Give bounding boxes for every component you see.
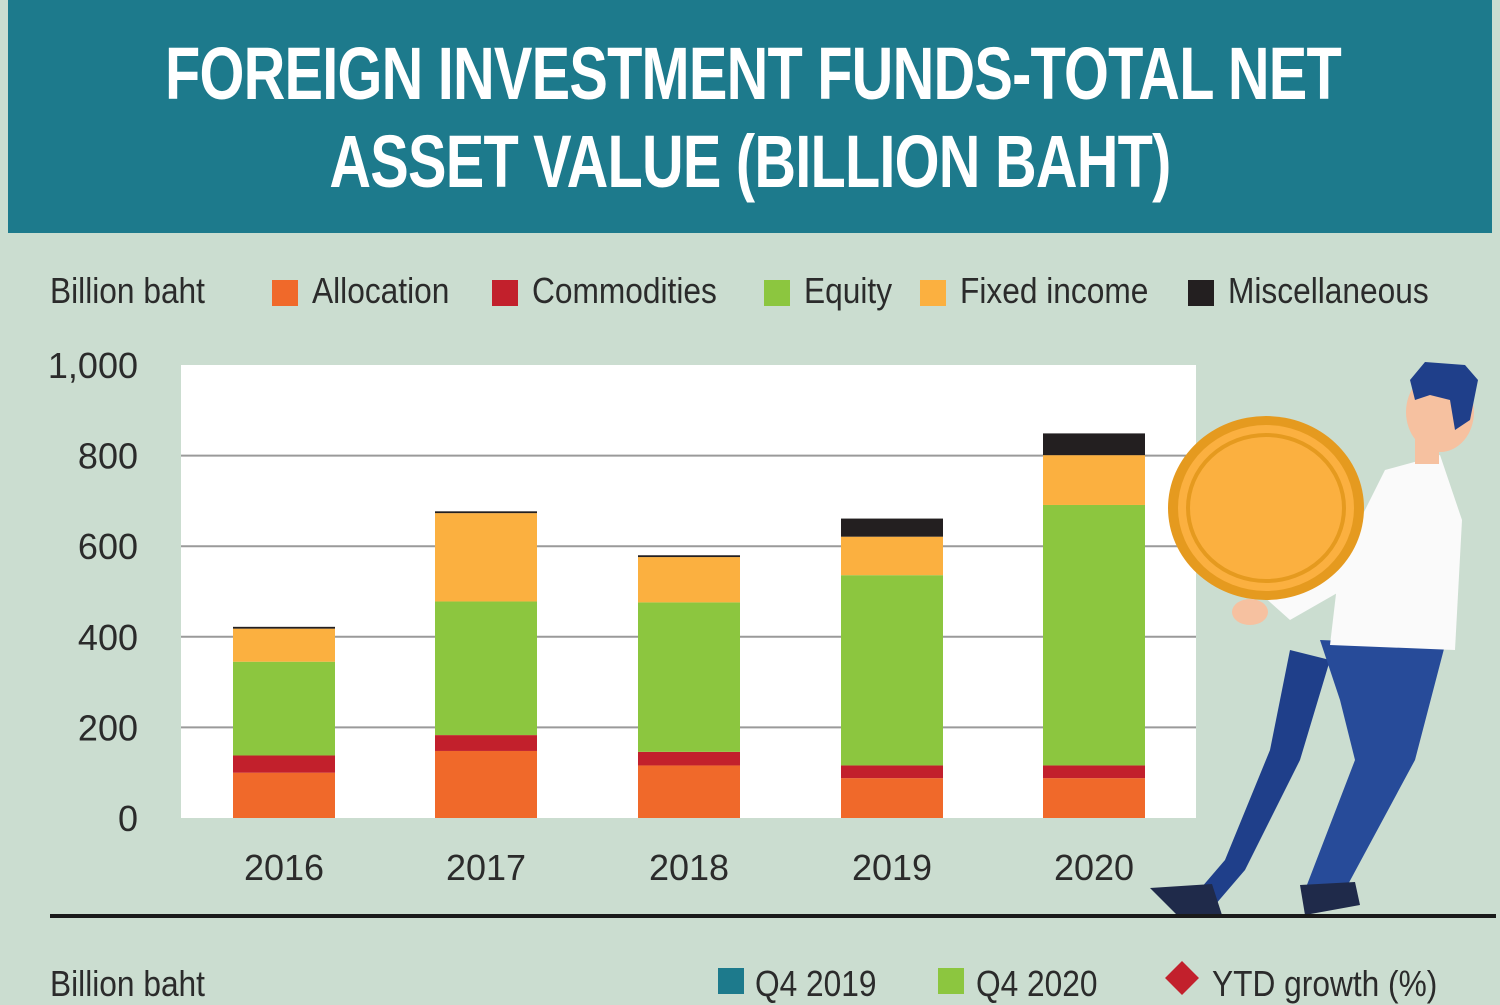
section-divider bbox=[50, 914, 1496, 918]
legend-swatch-allocation bbox=[272, 280, 298, 306]
legend-swatch-fixed-income bbox=[920, 280, 946, 306]
bar-segment-fixed-income-2016 bbox=[233, 628, 335, 662]
illustration-hand bbox=[1232, 599, 1268, 625]
bar-segment-equity-2019 bbox=[841, 575, 943, 766]
legend-label-q4-2019: Q4 2019 bbox=[755, 963, 877, 1004]
bar-segment-fixed-income-2019 bbox=[841, 536, 943, 576]
bar-segment-commodities-2017 bbox=[435, 735, 537, 751]
bar-segment-miscellaneous-2017 bbox=[435, 511, 537, 514]
bar-segment-equity-2016 bbox=[233, 661, 335, 756]
legend-swatch-q4-2020 bbox=[938, 968, 964, 994]
bar-segment-allocation-2020 bbox=[1043, 778, 1145, 818]
legend-marker-ytd-growth bbox=[1165, 961, 1199, 995]
bar-segment-allocation-2016 bbox=[233, 772, 335, 818]
bar-segment-commodities-2018 bbox=[638, 751, 740, 766]
bar-segment-fixed-income-2020 bbox=[1043, 455, 1145, 505]
illustration-front-shoe bbox=[1300, 882, 1360, 915]
bar-segment-commodities-2020 bbox=[1043, 765, 1145, 779]
bottom-panel-header: Billion baht Q4 2019 Q4 2020 YTD growth … bbox=[0, 955, 1500, 1004]
bar-segment-equity-2018 bbox=[638, 602, 740, 752]
title-banner bbox=[8, 0, 1492, 233]
y-unit-label: Billion baht bbox=[50, 270, 205, 311]
bar-segment-equity-2017 bbox=[435, 601, 537, 736]
legend-label-fixed-income: Fixed income bbox=[960, 270, 1149, 311]
bar-segment-commodities-2016 bbox=[233, 755, 335, 773]
bar-segment-fixed-income-2017 bbox=[435, 513, 537, 602]
bar-segment-miscellaneous-2016 bbox=[233, 626, 335, 629]
title-line-2: ASSET VALUE (BILLION BAHT) bbox=[329, 120, 1171, 203]
y-tick-label: 400 bbox=[78, 617, 138, 658]
bar-segment-fixed-income-2018 bbox=[638, 557, 740, 603]
bar-segment-miscellaneous-2019 bbox=[841, 518, 943, 537]
bottom-unit-label: Billion baht bbox=[50, 963, 205, 1004]
illustration-arm bbox=[1262, 520, 1430, 620]
x-tick-label: 2019 bbox=[852, 847, 932, 888]
legend-label-miscellaneous: Miscellaneous bbox=[1228, 270, 1429, 311]
legend-swatch-equity bbox=[764, 280, 790, 306]
legend-label-q4-2020: Q4 2020 bbox=[976, 963, 1098, 1004]
x-axis-ticks: 2016 2017 2018 2019 2020 bbox=[244, 847, 1134, 888]
y-tick-label: 200 bbox=[78, 707, 138, 748]
bar-segment-allocation-2018 bbox=[638, 765, 740, 818]
legend-swatch-q4-2019 bbox=[718, 968, 744, 994]
illustration-back-leg bbox=[1195, 650, 1330, 905]
legend-label-allocation: Allocation bbox=[312, 270, 450, 311]
chart-title: FOREIGN INVESTMENT FUNDS-TOTAL NET ASSET… bbox=[165, 30, 1342, 206]
bar-stacks bbox=[233, 433, 1145, 818]
x-tick-label: 2018 bbox=[649, 847, 729, 888]
illustration-coin bbox=[1178, 425, 1354, 591]
bar-segment-allocation-2019 bbox=[841, 778, 943, 818]
bar-segment-allocation-2017 bbox=[435, 750, 537, 818]
legend-swatch-miscellaneous bbox=[1188, 280, 1214, 306]
y-axis-ticks: 0 200 400 600 800 1,000 bbox=[48, 345, 138, 839]
illustration-front-leg bbox=[1305, 640, 1445, 890]
x-tick-label: 2020 bbox=[1054, 847, 1134, 888]
bar-segment-commodities-2019 bbox=[841, 765, 943, 779]
y-tick-label: 600 bbox=[78, 526, 138, 567]
legend-swatch-commodities bbox=[492, 280, 518, 306]
legend-label-ytd-growth: YTD growth (%) bbox=[1212, 963, 1438, 1004]
title-line-1: FOREIGN INVESTMENT FUNDS-TOTAL NET bbox=[165, 32, 1342, 115]
illustration-coin-inner-ring bbox=[1186, 433, 1346, 583]
bottom-legend bbox=[718, 961, 1199, 995]
illustration-back-shoe bbox=[1150, 884, 1222, 918]
y-tick-label: 1,000 bbox=[48, 345, 138, 386]
y-tick-label: 800 bbox=[78, 436, 138, 477]
bar-segment-equity-2020 bbox=[1043, 504, 1145, 766]
illustration-hair bbox=[1410, 362, 1478, 430]
chart-legend: Billion baht Allocation Commodities Equi… bbox=[50, 268, 1460, 318]
legend-label-commodities: Commodities bbox=[532, 270, 717, 311]
bar-segment-miscellaneous-2020 bbox=[1043, 433, 1145, 456]
x-tick-label: 2017 bbox=[446, 847, 526, 888]
y-tick-label: 0 bbox=[118, 798, 138, 839]
x-tick-label: 2016 bbox=[244, 847, 324, 888]
person-carrying-coin-illustration bbox=[1150, 362, 1478, 918]
bar-segment-miscellaneous-2018 bbox=[638, 555, 740, 558]
legend-label-equity: Equity bbox=[804, 270, 893, 311]
